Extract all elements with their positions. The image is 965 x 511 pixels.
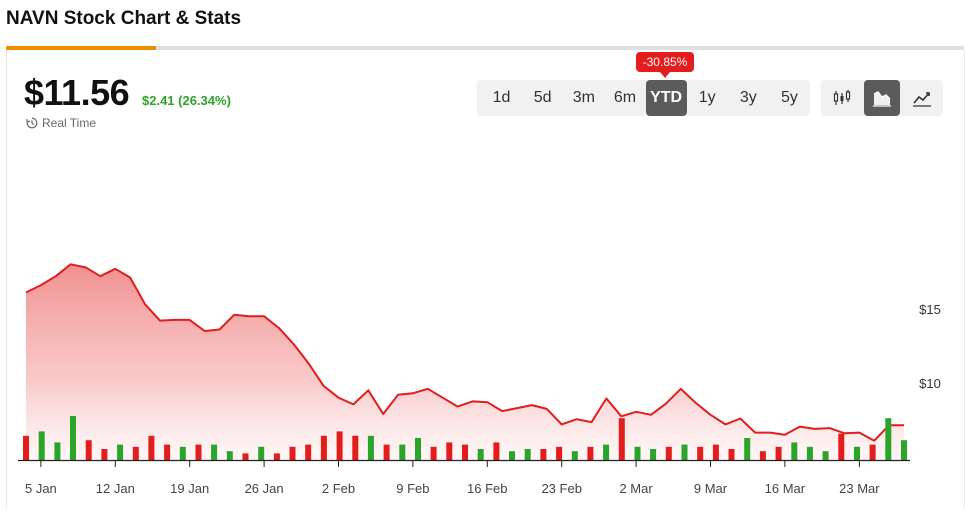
volume-bar [164,444,171,460]
page-title: NAVN Stock Chart & Stats [6,8,242,29]
volume-bar [681,444,688,460]
current-price: $11.56 [24,72,130,113]
volume-bar [258,446,265,460]
line-chart-icon [913,92,931,107]
range-5d-button[interactable]: 5d [533,89,552,106]
volume-bar [23,435,29,460]
volume-bar [728,449,735,460]
volume-bar [273,453,280,460]
range-3m-button[interactable]: 3m [572,89,595,106]
history-icon [26,117,38,129]
volume-bar [336,431,343,460]
range-ytd-button[interactable]: YTD [645,80,687,116]
volume-bar [477,449,484,460]
area-chart-icon [873,91,891,107]
volume-bar [85,440,92,460]
volume-bar [462,444,468,460]
x-tick-label: 2 Feb [322,481,355,496]
volume-bar [838,433,845,460]
volume-bar [791,442,798,460]
x-tick-label: 23 Feb [541,481,581,496]
x-tick-label: 5 Jan [25,481,57,496]
volume-bar [556,446,563,460]
area-chart-button[interactable] [864,80,900,116]
volume-bar [650,449,657,460]
volume-bar [117,444,124,460]
volume-bar [806,446,813,460]
range-6m-button[interactable]: 6m [613,89,637,106]
volume-bar [603,444,610,460]
volume-bar [430,446,437,460]
active-tab-indicator [6,46,156,50]
x-tick-label: 9 Mar [694,481,728,496]
candlestick-icon [833,90,851,105]
range-3y-button[interactable]: 3y [739,89,757,106]
range-1y-button[interactable]: 1y [698,89,716,106]
x-tick-label: 16 Feb [467,481,507,496]
x-tick-label: 19 Jan [170,481,209,496]
volume-bar [869,444,876,460]
realtime-label: Real Time [42,116,97,130]
volume-bar [524,449,531,460]
volume-bar [854,446,860,460]
volume-bar [54,442,61,460]
performance-badge: -30.85% [636,52,694,78]
volume-bar [415,438,421,460]
price-change: $2.41 (26.34%) [142,93,231,108]
volume-bar [38,431,45,460]
chart-type-selector [821,80,943,116]
volume-bar [148,435,155,460]
volume-bar [775,446,782,460]
volume-bar [446,442,453,460]
range-selector: 1d 5d 3m 6m YTD 1y 3y 5y [477,80,810,116]
volume-bar [712,444,719,460]
candlestick-chart-button[interactable] [824,80,860,116]
volume-bar [383,444,390,460]
x-tick-label: 26 Jan [245,481,284,496]
volume-bar [587,446,594,460]
volume-bar [211,444,218,460]
y-tick-label: $10 [919,376,941,391]
x-tick-label: 12 Jan [96,481,135,496]
range-5y-button[interactable]: 5y [780,89,798,106]
volume-bar [540,449,547,460]
volume-bar [320,435,327,460]
section-tab-bar [6,46,964,50]
volume-bar [195,444,202,460]
x-tick-label: 23 Mar [839,481,880,496]
volume-bar [305,444,312,460]
volume-bar [618,418,625,460]
volume-bar [367,435,374,460]
volume-bar [571,451,578,460]
volume-bar [634,446,641,460]
price-line [25,263,904,442]
x-tick-label: 2 Mar [619,481,653,496]
volume-bar [352,435,359,460]
y-tick-label: $15 [919,302,941,317]
line-chart-button[interactable] [904,80,940,116]
volume-bar [665,446,672,460]
volume-bar [399,444,406,460]
volume-bar [822,451,829,460]
volume-bar [759,451,766,460]
x-tick-label: 16 Mar [765,481,806,496]
volume-bar [744,438,751,460]
realtime-indicator: Real Time [26,116,96,130]
volume-bar [901,440,907,460]
volume-bar [242,453,249,460]
x-tick-label: 9 Feb [396,481,429,496]
volume-bar [289,446,296,460]
volume-bar [70,416,76,460]
volume-bar [509,451,515,460]
volume-bar [132,446,139,460]
price-area [26,264,904,460]
volume-bar [697,446,704,460]
volume-bar [226,451,233,460]
volume-bar [179,446,186,460]
range-1d-button[interactable]: 1d [492,89,511,106]
volume-bar [885,418,892,460]
volume-bar [493,442,500,460]
volume-bar [101,449,108,460]
